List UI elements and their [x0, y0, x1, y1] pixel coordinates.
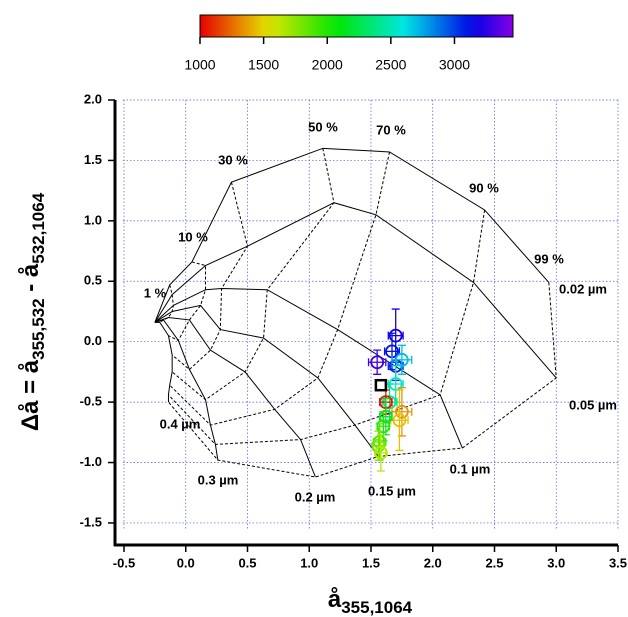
data-point [370, 355, 385, 370]
x-tick-label: 0.5 [238, 555, 256, 570]
fraction-label: 70 % [376, 122, 406, 137]
y-title-part: Δå = å [17, 359, 44, 431]
fraction-label: 99 % [534, 251, 564, 266]
radius-label: 0.1 µm [450, 461, 491, 476]
colorbar-tick-label: 3000 [439, 57, 470, 73]
radius-curve [154, 147, 550, 323]
fraction-curve [159, 284, 174, 323]
fraction-label: 1 % [144, 285, 167, 300]
y-title-part: - å [17, 263, 44, 298]
data-point [373, 445, 388, 460]
colorbar-tick-label: 2500 [375, 57, 406, 73]
y-tick-label: 0.0 [84, 333, 102, 348]
x-tick-label: 3.0 [547, 555, 565, 570]
radius-curve [154, 317, 316, 478]
x-tick-label: 2.5 [485, 555, 503, 570]
radius-label: 0.3 µm [198, 472, 239, 487]
x-title-main: å [328, 586, 342, 613]
radius-curve [154, 288, 463, 449]
y-title-sub: 532,1064 [29, 192, 48, 263]
fraction-label: 30 % [218, 152, 248, 167]
colorbar-tick-label: 2000 [312, 57, 343, 73]
radius-curve [154, 304, 379, 457]
data-point [376, 419, 391, 434]
fraction-label: 10 % [178, 229, 208, 244]
radius-label: 0.4 µm [160, 416, 201, 431]
data-point [388, 328, 403, 343]
fraction-curve [171, 182, 249, 371]
y-tick-label: 1.5 [84, 152, 102, 167]
colorbar-tick-label: 1500 [248, 57, 279, 73]
y-title-sub: 355,532 [29, 298, 48, 359]
y-tick-label: -1.0 [80, 454, 102, 469]
x-axis-title: å355,1064 [328, 586, 413, 617]
y-tick-label: -0.5 [80, 394, 102, 409]
x-tick-label: 3.5 [609, 555, 627, 570]
radius-label: 0.15 µm [368, 483, 416, 498]
data-point [394, 352, 409, 367]
y-tick-label: -1.5 [80, 514, 102, 529]
x-tick-label: 1.0 [300, 555, 318, 570]
x-title-sub: 355,1064 [341, 598, 412, 617]
data-point [394, 404, 409, 419]
x-tick-label: -0.5 [113, 555, 135, 570]
radius-curve [154, 321, 173, 403]
fraction-label: 50 % [308, 119, 338, 134]
radius-label: 0.05 µm [569, 397, 617, 412]
radius-curve [154, 202, 557, 379]
data-point [371, 438, 386, 453]
y-tick-label: 1.0 [84, 212, 102, 227]
radius-label: 0.2 µm [295, 489, 336, 504]
y-axis-title: Δå = å355,532 - å532,1064 [17, 192, 48, 431]
colorbar [199, 14, 514, 38]
x-tick-label: 2.0 [424, 555, 442, 570]
x-tick-label: 1.5 [362, 555, 380, 570]
colorbar-tick-label: 1000 [184, 57, 215, 73]
data-point [392, 413, 407, 428]
fraction-label: 90 % [469, 180, 499, 195]
reference-point [374, 378, 388, 392]
radius-label: 0.02 µm [559, 281, 607, 296]
y-tick-label: 0.5 [84, 273, 102, 288]
fraction-curve [169, 151, 391, 426]
fraction-curve [171, 148, 335, 401]
data-point [378, 409, 393, 424]
fraction-curve [168, 261, 207, 342]
fraction-curve [168, 209, 486, 445]
x-tick-label: 0.0 [177, 555, 195, 570]
y-tick-label: 2.0 [84, 91, 102, 106]
fraction-curve [168, 282, 557, 478]
radius-curve [154, 319, 219, 461]
